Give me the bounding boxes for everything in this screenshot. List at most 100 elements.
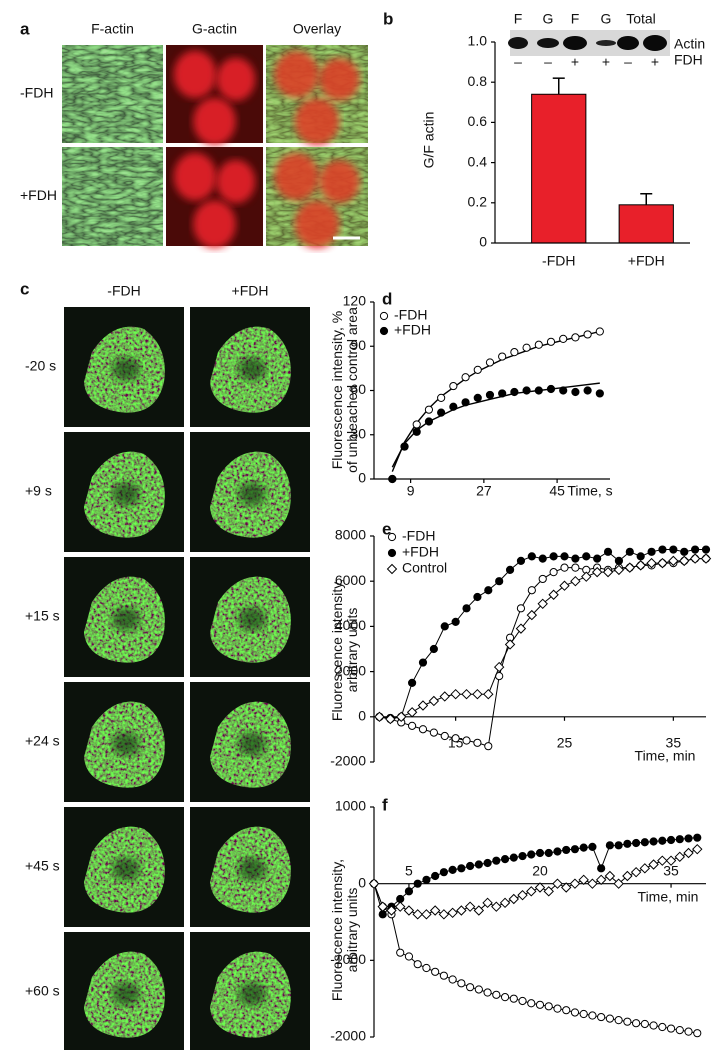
data-marker bbox=[379, 311, 389, 321]
nucleus bbox=[238, 982, 266, 1006]
data-marker bbox=[579, 843, 588, 852]
nucleus bbox=[112, 607, 140, 631]
data-marker bbox=[492, 856, 501, 865]
data-marker bbox=[646, 557, 657, 569]
data-marker bbox=[535, 1000, 545, 1009]
data-marker bbox=[406, 707, 418, 718]
data-marker bbox=[450, 688, 461, 700]
nucleus bbox=[238, 607, 266, 631]
data-marker bbox=[535, 848, 545, 858]
data-marker bbox=[449, 381, 458, 391]
y-axis-label: arbitrary units bbox=[344, 608, 360, 693]
micrograph bbox=[64, 432, 184, 552]
data-marker bbox=[464, 901, 476, 912]
data-marker bbox=[473, 393, 482, 402]
data-marker bbox=[649, 1021, 658, 1030]
x-tick-label: 25 bbox=[557, 735, 573, 751]
micrograph bbox=[190, 932, 310, 1050]
data-marker bbox=[422, 963, 431, 973]
data-marker bbox=[658, 545, 667, 554]
data-marker bbox=[636, 552, 645, 561]
micrograph bbox=[64, 932, 184, 1050]
y-tick-label: 0.4 bbox=[468, 153, 488, 169]
data-marker bbox=[515, 623, 527, 634]
data-marker bbox=[701, 545, 711, 554]
data-marker bbox=[614, 1016, 623, 1025]
data-marker bbox=[448, 865, 457, 874]
data-marker bbox=[386, 563, 398, 575]
data-marker bbox=[640, 1019, 649, 1029]
overlay-tint bbox=[266, 147, 368, 246]
cell-blob bbox=[193, 97, 236, 146]
row-label: +60 s bbox=[25, 983, 60, 999]
data-marker bbox=[544, 848, 553, 858]
data-marker bbox=[422, 875, 431, 884]
data-marker bbox=[466, 861, 475, 871]
data-marker bbox=[674, 851, 685, 863]
data-marker bbox=[527, 552, 536, 561]
data-marker bbox=[583, 386, 592, 395]
data-marker bbox=[553, 1004, 562, 1013]
fdh-sign: – bbox=[544, 54, 552, 70]
data-marker bbox=[461, 688, 472, 700]
data-marker bbox=[605, 1014, 614, 1023]
data-marker bbox=[595, 327, 604, 336]
panel-label: b bbox=[383, 9, 393, 28]
data-marker bbox=[457, 864, 466, 873]
data-marker bbox=[439, 971, 448, 980]
data-marker bbox=[431, 871, 440, 881]
lane-label: F bbox=[514, 11, 523, 27]
cell-blob bbox=[193, 200, 236, 249]
legend-label: -FDH bbox=[402, 528, 435, 544]
data-marker bbox=[625, 547, 634, 556]
blot-band bbox=[596, 40, 616, 46]
y-axis-label: Fluorescence intensity, bbox=[329, 579, 345, 721]
data-marker bbox=[483, 988, 492, 997]
data-marker bbox=[451, 617, 460, 626]
data-marker bbox=[509, 994, 518, 1003]
row-label: +24 s bbox=[25, 733, 60, 749]
y-axis-label: arbitrary units bbox=[344, 888, 360, 973]
row-label: -FDH bbox=[20, 85, 53, 101]
row-label: +45 s bbox=[25, 858, 60, 874]
data-marker bbox=[449, 402, 458, 411]
data-marker bbox=[679, 555, 690, 567]
y-tick-label: 8000 bbox=[335, 527, 366, 543]
fit-curve bbox=[391, 382, 600, 468]
y-axis-label: Fluorescence intensity, bbox=[329, 859, 345, 1001]
data-marker bbox=[595, 874, 607, 886]
y-tick-label: 6000 bbox=[335, 572, 366, 588]
data-marker bbox=[683, 847, 694, 859]
data-marker bbox=[417, 700, 429, 711]
data-marker bbox=[429, 905, 441, 916]
data-marker bbox=[461, 398, 470, 407]
data-marker bbox=[614, 556, 624, 565]
data-marker bbox=[439, 868, 448, 877]
data-marker bbox=[675, 1026, 684, 1035]
data-marker bbox=[588, 842, 597, 851]
x-tick-label: 9 bbox=[407, 483, 415, 499]
data-marker bbox=[640, 838, 649, 847]
row-label: -20 s bbox=[25, 358, 56, 374]
micrograph bbox=[190, 682, 310, 802]
lane-label: G bbox=[543, 11, 554, 27]
x-tick-label: 5 bbox=[405, 863, 413, 879]
data-marker bbox=[498, 352, 507, 361]
data-marker bbox=[534, 386, 543, 395]
data-marker bbox=[485, 390, 495, 400]
y-tick-label: 1.0 bbox=[468, 33, 488, 49]
data-marker bbox=[538, 574, 547, 584]
fdh-sign: – bbox=[514, 54, 522, 70]
data-marker bbox=[510, 387, 519, 397]
micrograph bbox=[62, 45, 163, 143]
data-marker bbox=[538, 554, 547, 563]
cell-blob bbox=[173, 152, 217, 201]
data-marker bbox=[570, 575, 581, 587]
data-marker bbox=[498, 389, 507, 398]
data-marker bbox=[522, 343, 531, 352]
y-tick-label: -1000 bbox=[330, 951, 366, 967]
micrograph bbox=[64, 557, 184, 677]
data-marker bbox=[483, 858, 492, 868]
data-marker bbox=[508, 893, 519, 905]
